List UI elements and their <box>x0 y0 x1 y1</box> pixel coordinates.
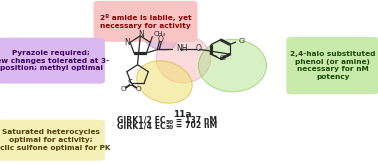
Ellipse shape <box>156 35 211 83</box>
Ellipse shape <box>139 13 177 51</box>
Text: Cl: Cl <box>220 55 227 61</box>
Text: S: S <box>128 79 133 88</box>
Text: GIRK1/4 EC: GIRK1/4 EC <box>117 121 166 130</box>
Text: GIRK1/2 EC: GIRK1/2 EC <box>117 116 166 125</box>
Text: Pyrazole required;
few changes tolerated at 3-
position; methyl optimal: Pyrazole required; few changes tolerated… <box>0 50 109 72</box>
Text: 50: 50 <box>166 120 174 124</box>
Text: Cl: Cl <box>239 38 246 44</box>
FancyBboxPatch shape <box>0 120 105 161</box>
Ellipse shape <box>136 61 192 103</box>
Text: O: O <box>121 86 127 92</box>
Text: N: N <box>138 30 144 39</box>
Text: O: O <box>195 44 201 53</box>
Text: NH: NH <box>177 44 188 53</box>
Text: CH₃: CH₃ <box>154 31 166 37</box>
Text: 2º amide is labile, yet
necessary for activity: 2º amide is labile, yet necessary for ac… <box>100 14 191 29</box>
FancyBboxPatch shape <box>0 38 105 84</box>
Ellipse shape <box>198 39 266 92</box>
Text: N: N <box>124 38 130 47</box>
Text: Saturated heterocycles
optimal for activity;
cyclic sulfone optimal for PK: Saturated heterocycles optimal for activ… <box>0 129 111 151</box>
FancyBboxPatch shape <box>287 37 378 94</box>
Text: = 702 nM: = 702 nM <box>173 121 218 130</box>
Text: = 137 nM: = 137 nM <box>173 116 217 125</box>
Text: 2,4-halo substituted
phenol (or amine)
necessary for nM
potency: 2,4-halo substituted phenol (or amine) n… <box>290 51 375 80</box>
FancyBboxPatch shape <box>93 1 197 42</box>
Text: 50: 50 <box>166 125 174 130</box>
Text: O: O <box>158 35 164 44</box>
Text: O: O <box>135 86 141 92</box>
Text: 11a: 11a <box>173 110 192 119</box>
